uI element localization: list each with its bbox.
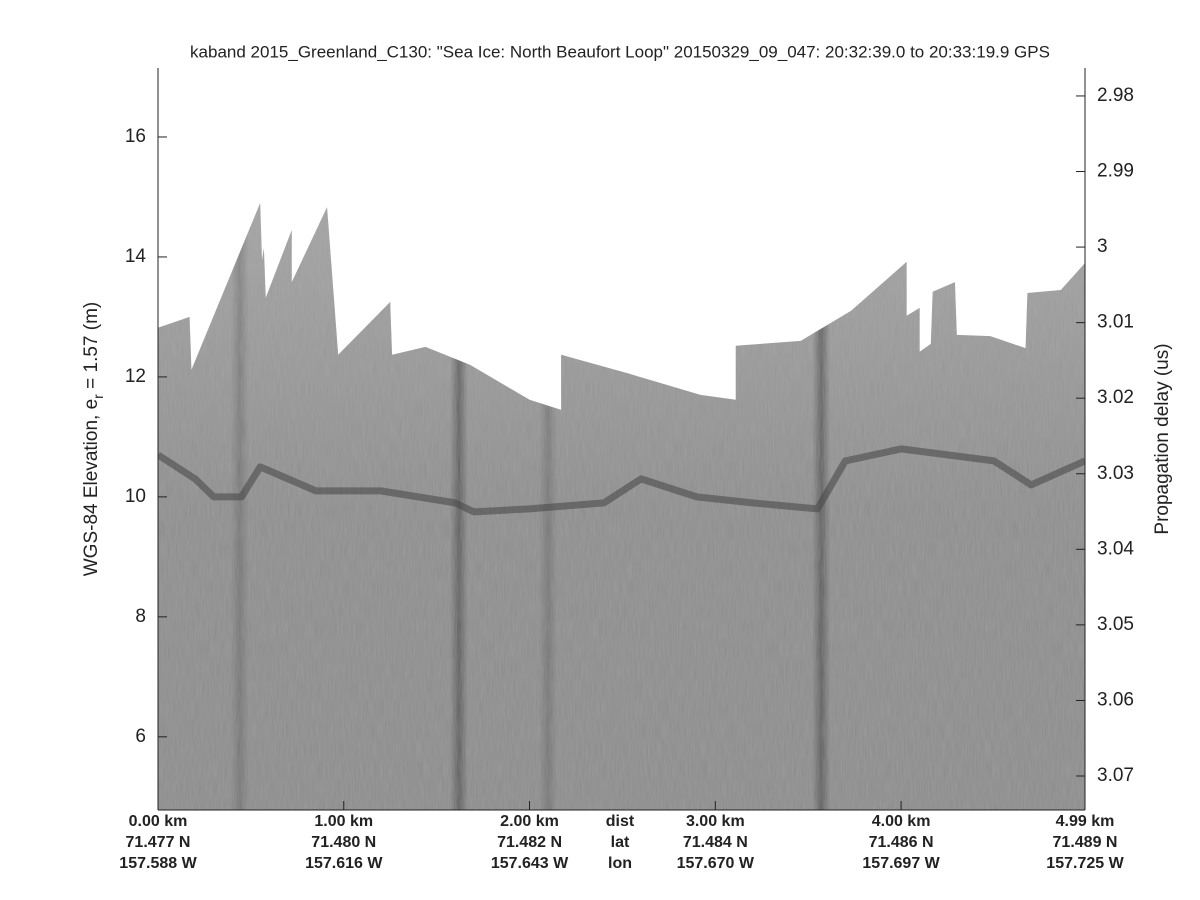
row-label: dist: [606, 813, 635, 830]
y2-tick-label: 3: [1097, 236, 1108, 257]
lon-label: 157.643 W: [491, 855, 569, 872]
y-tick-label: 10: [125, 486, 146, 507]
y-tick-label: 12: [125, 366, 146, 387]
x-tick-label: 4.99 km: [1056, 813, 1115, 830]
y-label-sub: r: [90, 394, 106, 399]
x-tick-label: 0.00 km: [129, 813, 188, 830]
x-tick-label: 1.00 km: [314, 813, 373, 830]
lat-label: 71.477 N: [126, 834, 191, 851]
row-label: lat: [611, 834, 630, 851]
lon-label: 157.725 W: [1046, 855, 1124, 872]
y-tick-label: 14: [125, 246, 147, 267]
y2-tick-label: 2.99: [1097, 161, 1134, 182]
y2-tick-label: 3.02: [1097, 387, 1134, 408]
noise: [158, 202, 1085, 810]
y-tick-label: 16: [125, 126, 146, 147]
y2-tick-label: 3.03: [1097, 463, 1134, 484]
lat-label: 71.489 N: [1053, 834, 1118, 851]
y2-axis-label: Propagation delay (us): [1152, 343, 1173, 534]
chart-title: kaband 2015_Greenland_C130: "Sea Ice: No…: [190, 42, 1050, 61]
lat-label: 71.480 N: [311, 834, 376, 851]
y-tick-label: 6: [135, 726, 146, 747]
ice-echo: [158, 445, 1085, 516]
lat-label: 71.482 N: [497, 834, 562, 851]
lon-label: 157.616 W: [305, 855, 383, 872]
y2-tick-label: 3.06: [1097, 689, 1134, 710]
y2-tick-label: 2.98: [1097, 85, 1134, 106]
x-tick-label: 4.00 km: [872, 813, 931, 830]
x-tick-label: 2.00 km: [500, 813, 559, 830]
lon-label: 157.670 W: [677, 855, 755, 872]
y2-tick-label: 3.04: [1097, 538, 1134, 559]
y2-tick-label: 3.07: [1097, 765, 1134, 786]
y-label-rest: = 1.57 (m): [81, 302, 102, 394]
y-tick-label: 8: [135, 606, 146, 627]
row-label: lon: [608, 855, 632, 872]
y-label-main: WGS-84 Elevation, e: [81, 399, 102, 576]
lon-label: 157.588 W: [119, 855, 197, 872]
y-axis-label: WGS-84 Elevation, er = 1.57 (m): [81, 302, 106, 577]
ice-surface-echo: [158, 445, 1085, 516]
lon-label: 157.697 W: [862, 855, 940, 872]
plot-area: [158, 202, 1085, 810]
echogram-texture: [158, 202, 1085, 810]
lat-label: 71.486 N: [869, 834, 934, 851]
x-tick-label: 3.00 km: [686, 813, 745, 830]
y2-tick-label: 3.05: [1097, 614, 1134, 635]
y2-tick-label: 3.01: [1097, 312, 1134, 333]
lat-label: 71.484 N: [683, 834, 748, 851]
